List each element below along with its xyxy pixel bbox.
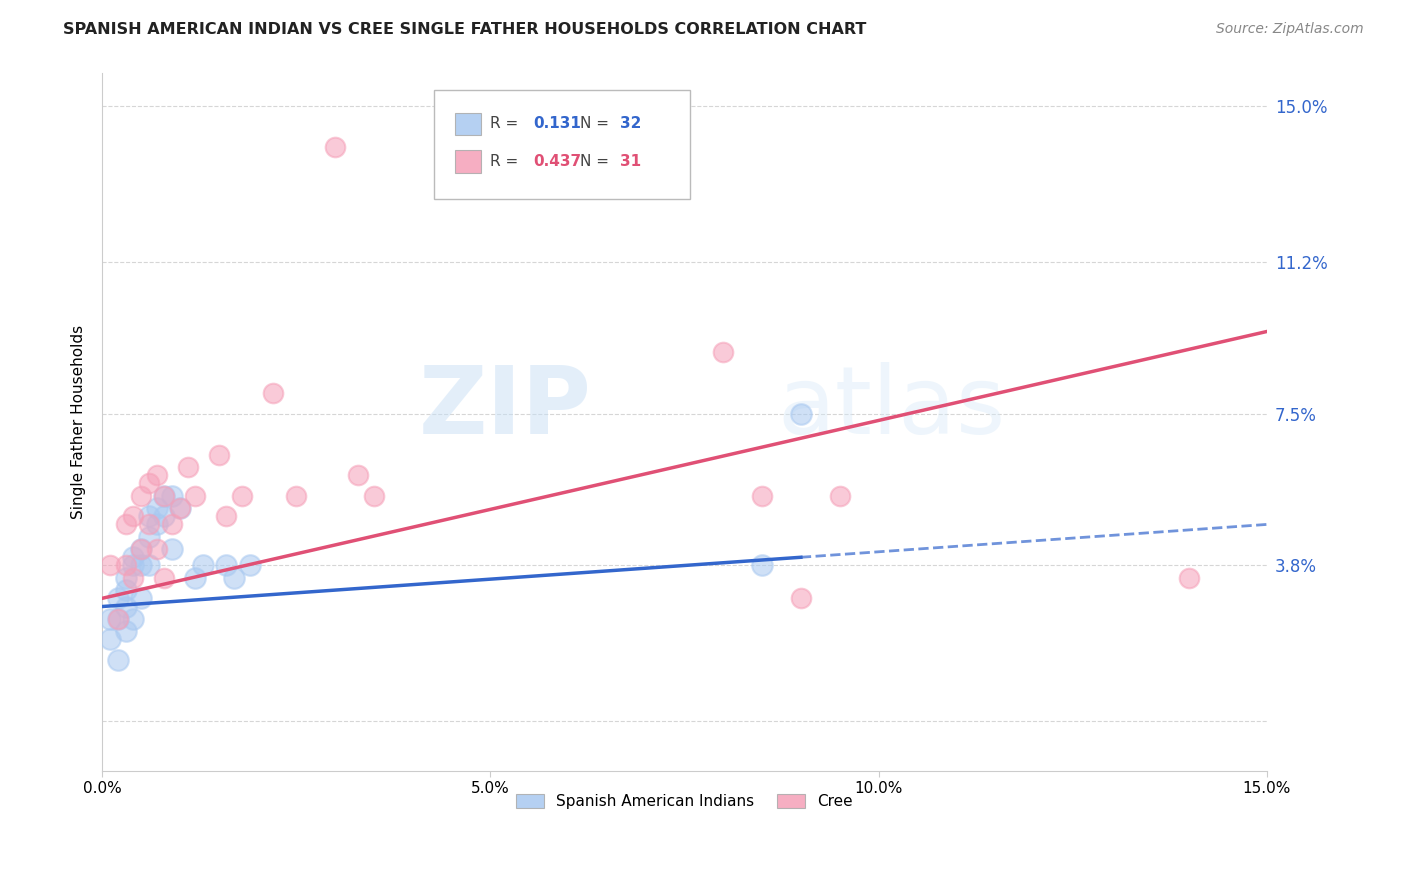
Point	[129, 542, 152, 557]
Text: N =: N =	[579, 117, 609, 131]
Point	[114, 624, 136, 639]
Text: SPANISH AMERICAN INDIAN VS CREE SINGLE FATHER HOUSEHOLDS CORRELATION CHART: SPANISH AMERICAN INDIAN VS CREE SINGLE F…	[63, 22, 866, 37]
Text: 31: 31	[620, 154, 641, 169]
Point	[169, 501, 191, 516]
Point	[129, 542, 152, 557]
Point	[751, 558, 773, 573]
Point	[160, 517, 183, 532]
Text: 0.131: 0.131	[533, 117, 581, 131]
Point	[153, 489, 176, 503]
Point	[828, 489, 851, 503]
Point	[114, 599, 136, 614]
Text: R =: R =	[489, 154, 519, 169]
Point	[122, 550, 145, 565]
Point	[107, 653, 129, 667]
Point	[98, 612, 121, 626]
Point	[122, 558, 145, 573]
Text: R =: R =	[489, 117, 519, 131]
FancyBboxPatch shape	[434, 90, 690, 199]
Point	[107, 612, 129, 626]
Text: Source: ZipAtlas.com: Source: ZipAtlas.com	[1216, 22, 1364, 37]
Point	[191, 558, 214, 573]
Point	[129, 558, 152, 573]
Point	[107, 612, 129, 626]
Point	[239, 558, 262, 573]
Point	[790, 407, 813, 421]
Text: 32: 32	[620, 117, 641, 131]
Point	[347, 468, 370, 483]
Y-axis label: Single Father Households: Single Father Households	[72, 325, 86, 519]
Point	[129, 489, 152, 503]
Text: ZIP: ZIP	[419, 362, 592, 454]
Point	[751, 489, 773, 503]
Point	[122, 509, 145, 524]
Point	[363, 489, 385, 503]
Point	[285, 489, 308, 503]
Point	[98, 558, 121, 573]
Point	[323, 140, 346, 154]
Point	[145, 501, 167, 516]
Point	[208, 448, 231, 462]
Point	[160, 542, 183, 557]
Point	[114, 571, 136, 585]
Point	[790, 591, 813, 606]
Point	[215, 558, 238, 573]
Point	[107, 591, 129, 606]
Point	[114, 583, 136, 598]
Point	[138, 517, 160, 532]
Point	[160, 489, 183, 503]
Point	[262, 386, 284, 401]
Legend: Spanish American Indians, Cree: Spanish American Indians, Cree	[510, 789, 859, 815]
Point	[1178, 571, 1201, 585]
Point	[224, 571, 246, 585]
Point	[122, 612, 145, 626]
Point	[169, 501, 191, 516]
Text: atlas: atlas	[778, 362, 1005, 454]
Point	[114, 517, 136, 532]
Text: N =: N =	[579, 154, 609, 169]
Point	[138, 558, 160, 573]
FancyBboxPatch shape	[456, 112, 481, 135]
Point	[215, 509, 238, 524]
Point	[138, 509, 160, 524]
FancyBboxPatch shape	[456, 151, 481, 173]
Point	[145, 468, 167, 483]
Text: 0.437: 0.437	[533, 154, 581, 169]
Point	[145, 542, 167, 557]
Point	[153, 489, 176, 503]
Point	[184, 571, 207, 585]
Point	[176, 460, 198, 475]
Point	[153, 571, 176, 585]
Point	[98, 632, 121, 647]
Point	[138, 530, 160, 544]
Point	[129, 591, 152, 606]
Point	[145, 517, 167, 532]
Point	[114, 558, 136, 573]
Point	[231, 489, 253, 503]
Point	[138, 476, 160, 491]
Point	[711, 345, 734, 359]
Point	[184, 489, 207, 503]
Point	[153, 509, 176, 524]
Point	[122, 571, 145, 585]
